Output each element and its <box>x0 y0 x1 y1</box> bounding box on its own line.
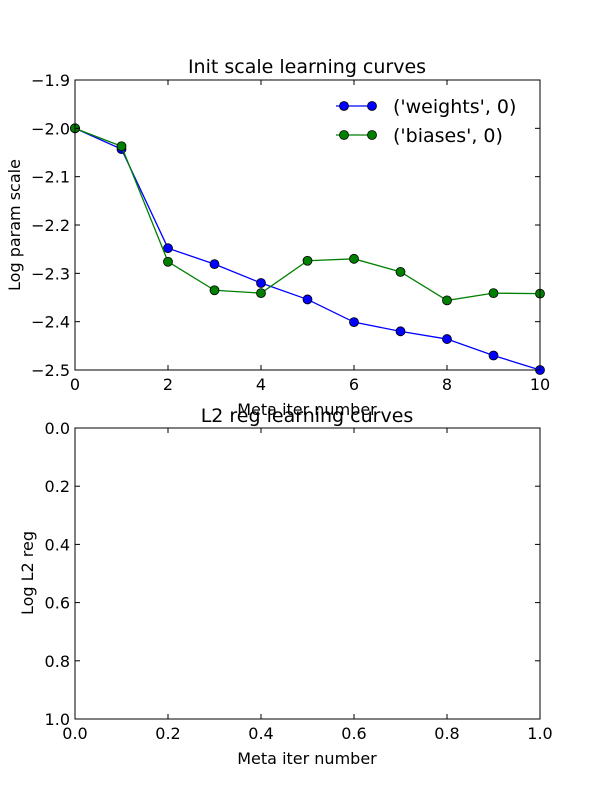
l2-reg-chart: L2 reg learning curves 0.0 0.2 0.4 0.6 0.8 1.… <box>18 405 553 768</box>
l2-reg-plot-frame <box>74 427 541 720</box>
l2-reg-x-tick-label: 0.4 <box>248 724 273 743</box>
init-scale-plot-lines <box>70 123 545 375</box>
init-scale-series-0-point <box>395 326 406 337</box>
init-scale-series-1-point <box>302 255 313 266</box>
legend-marker-0 <box>367 101 377 111</box>
init-scale-series-0-point <box>442 334 452 344</box>
init-scale-y-tick-label: −2.0 <box>31 119 70 138</box>
legend-marker-0 <box>339 101 349 111</box>
init-scale-series-1-point <box>116 141 127 152</box>
legend-marker-1 <box>339 130 349 140</box>
init-scale-y-axis-label: Log param scale <box>5 159 24 291</box>
l2-reg-y-axis-label: Log L2 reg <box>18 531 37 615</box>
legend-label-1: ('biases', 0) <box>393 125 503 147</box>
init-scale-x-tick-label: 2 <box>163 375 173 394</box>
init-scale-y-tick-label: −2.5 <box>31 361 70 380</box>
init-scale-series-1-point <box>395 266 406 277</box>
init-scale-series-0-point <box>302 294 313 305</box>
l2-reg-x-tick-label: 0.2 <box>155 724 180 743</box>
init-scale-x-axis-label: Meta iter number <box>237 400 377 419</box>
init-scale-x-tick-label: 4 <box>256 375 266 394</box>
init-scale-series-0-point <box>209 259 220 270</box>
l2-reg-x-tick-label: 0.8 <box>434 724 459 743</box>
init-scale-y-tick-label: −2.3 <box>31 264 70 283</box>
init-scale-x-tick-label: 6 <box>349 375 359 394</box>
init-scale-axis-ticks: 0 2 4 6 8 10 −1.9 −2.0 −2.1 −2.2 −2.3 −2.4 −2.5 <box>31 71 550 394</box>
l2-reg-x-tick-label: 0.6 <box>341 724 366 743</box>
init-scale-y-tick-label: −1.9 <box>31 71 70 90</box>
legend-label-0: ('weights', 0) <box>393 96 516 118</box>
init-scale-series-0-point <box>256 278 266 288</box>
init-scale-series-1-point <box>488 288 499 299</box>
init-scale-chart-title: Init scale learning curves <box>188 56 426 78</box>
init-scale-series-0-point <box>488 350 499 361</box>
l2-reg-x-tick-label: 0.0 <box>62 724 87 743</box>
init-scale-series-1-point <box>442 295 452 306</box>
init-scale-series-0-point <box>349 317 359 328</box>
l2-reg-axis-ticks: 0.0 0.2 0.4 0.6 0.8 1.00.00.20.40.60.81.0 <box>45 419 553 743</box>
l2-reg-y-tick-label: 1.0 <box>45 710 70 729</box>
init-scale-x-tick-label: 8 <box>442 375 452 394</box>
init-scale-x-tick-label: 10 <box>530 375 550 394</box>
legend-marker-1 <box>367 130 377 140</box>
l2-reg-y-tick-label: 0.6 <box>45 594 70 613</box>
init-scale-series-1-point <box>349 253 359 264</box>
init-scale-y-tick-label: −2.2 <box>31 216 70 235</box>
l2-reg-x-axis-label: Meta iter number <box>237 749 377 768</box>
l2-reg-chart-title: L2 reg learning curves <box>201 405 414 427</box>
init-scale-x-tick-label: 0 <box>70 375 80 394</box>
l2-reg-y-tick-label: 0.0 <box>45 419 70 438</box>
init-scale-series-1-point <box>209 285 220 296</box>
l2-reg-y-tick-label: 0.8 <box>45 652 70 671</box>
init-scale-series-1-point <box>163 256 173 267</box>
init-scale-y-tick-label: −2.4 <box>31 313 70 332</box>
init-scale-legend: ('weights', 0) ('biases', 0) <box>336 96 516 147</box>
init-scale-chart: Init scale learning curves 0 2 4 6 8 10 −1.9 −2… <box>5 56 550 419</box>
l2-reg-y-tick-label: 0.4 <box>45 535 70 554</box>
init-scale-series-1-point <box>256 288 266 299</box>
init-scale-y-tick-label: −2.1 <box>31 168 70 187</box>
l2-reg-y-tick-label: 0.2 <box>45 477 70 496</box>
init-scale-series-0-point <box>163 243 173 254</box>
l2-reg-x-tick-label: 1.0 <box>527 724 552 743</box>
